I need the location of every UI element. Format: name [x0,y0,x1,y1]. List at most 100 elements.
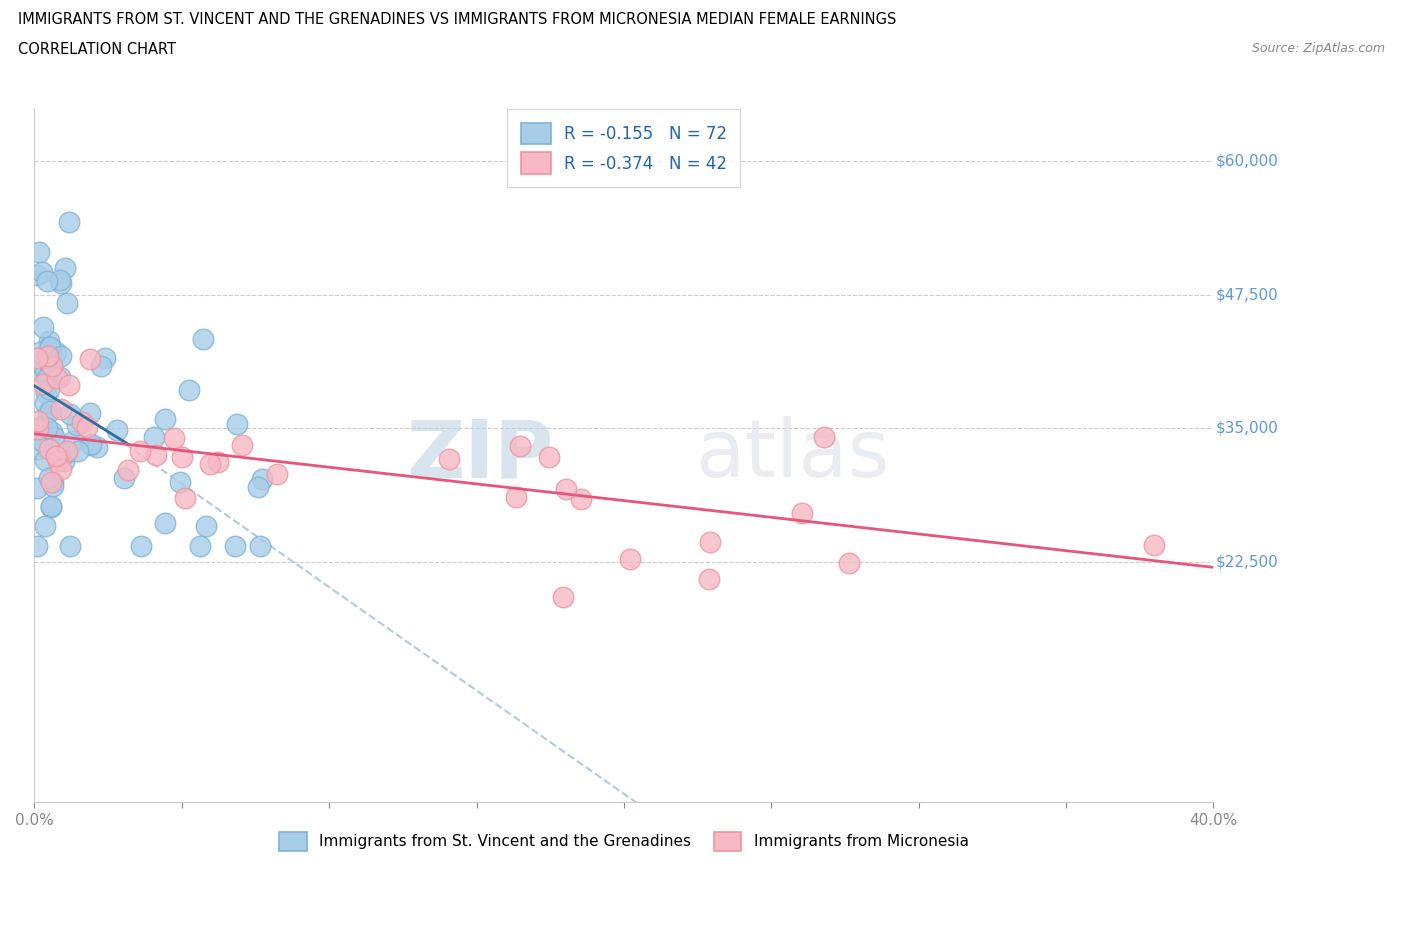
Point [28,245,51,259]
Point [27,538,49,553]
Point [48,369,70,384]
Point [56,296,79,311]
Point [27,351,49,365]
Point [34,518,56,533]
Point [249,538,271,553]
Point [173,490,195,505]
Point [207,455,229,470]
Point [80,436,103,451]
Point [31,265,53,280]
Point [699,534,721,549]
Point [38,381,60,396]
Point [27,268,49,283]
Point [27,422,49,437]
Text: ZIP: ZIP [406,417,553,494]
Point [191,331,214,346]
Point [37,349,59,364]
Point [44,429,66,444]
Point [39,339,62,354]
Point [37,420,59,435]
Point [112,471,135,485]
Point [67,444,90,458]
Point [198,457,221,472]
Point [37,370,59,385]
Point [38,355,60,370]
Text: $47,500: $47,500 [1216,287,1278,302]
Point [76,419,98,434]
Point [838,555,860,570]
Point [509,438,531,453]
Point [31,433,53,448]
Point [58,215,80,230]
Point [51,402,73,417]
Text: $22,500: $22,500 [1216,554,1278,569]
Point [34,452,56,467]
Point [41,475,63,490]
Point [79,352,101,366]
Point [41,359,63,374]
Point [27,442,49,457]
Point [554,481,576,496]
Point [34,396,56,411]
Point [90,358,112,373]
Point [31,418,53,433]
Point [231,438,253,453]
Point [80,438,103,453]
Point [252,472,274,486]
Point [45,345,67,360]
Text: Source: ZipAtlas.com: Source: ZipAtlas.com [1251,42,1385,55]
Point [27,421,49,436]
Point [38,441,60,456]
Point [619,552,641,567]
Point [792,505,814,520]
Text: $60,000: $60,000 [1216,153,1278,169]
Point [39,498,62,513]
Point [813,430,835,445]
Point [505,489,527,504]
Point [569,492,592,507]
Point [129,538,152,553]
Point [162,431,184,445]
Point [53,260,76,275]
Point [247,480,270,495]
Point [224,538,246,553]
Point [128,444,150,458]
Point [27,413,49,428]
Point [49,462,72,477]
Point [32,320,55,335]
Point [39,500,62,515]
Point [551,590,574,604]
Point [697,572,720,587]
Point [145,448,167,463]
Point [58,406,80,421]
Point [179,383,201,398]
Point [46,454,69,469]
Point [58,378,80,392]
Point [225,417,247,432]
Point [55,445,77,460]
Point [194,519,217,534]
Point [42,478,65,493]
Point [38,334,60,349]
Point [537,449,560,464]
Point [28,364,51,379]
Point [39,474,62,489]
Point [66,417,89,432]
Point [38,404,60,418]
Point [45,448,67,463]
Point [105,423,128,438]
Point [62,434,84,449]
Point [38,471,60,485]
Point [49,272,72,287]
Legend: Immigrants from St. Vincent and the Grenadines, Immigrants from Micronesia: Immigrants from St. Vincent and the Gren… [273,826,974,857]
Point [266,466,288,481]
Point [27,480,49,495]
Point [34,363,56,378]
Point [28,345,51,360]
Point [1142,538,1164,552]
Point [86,440,108,455]
Point [153,515,176,530]
Point [46,371,69,386]
Point [142,430,165,445]
Point [49,349,72,364]
